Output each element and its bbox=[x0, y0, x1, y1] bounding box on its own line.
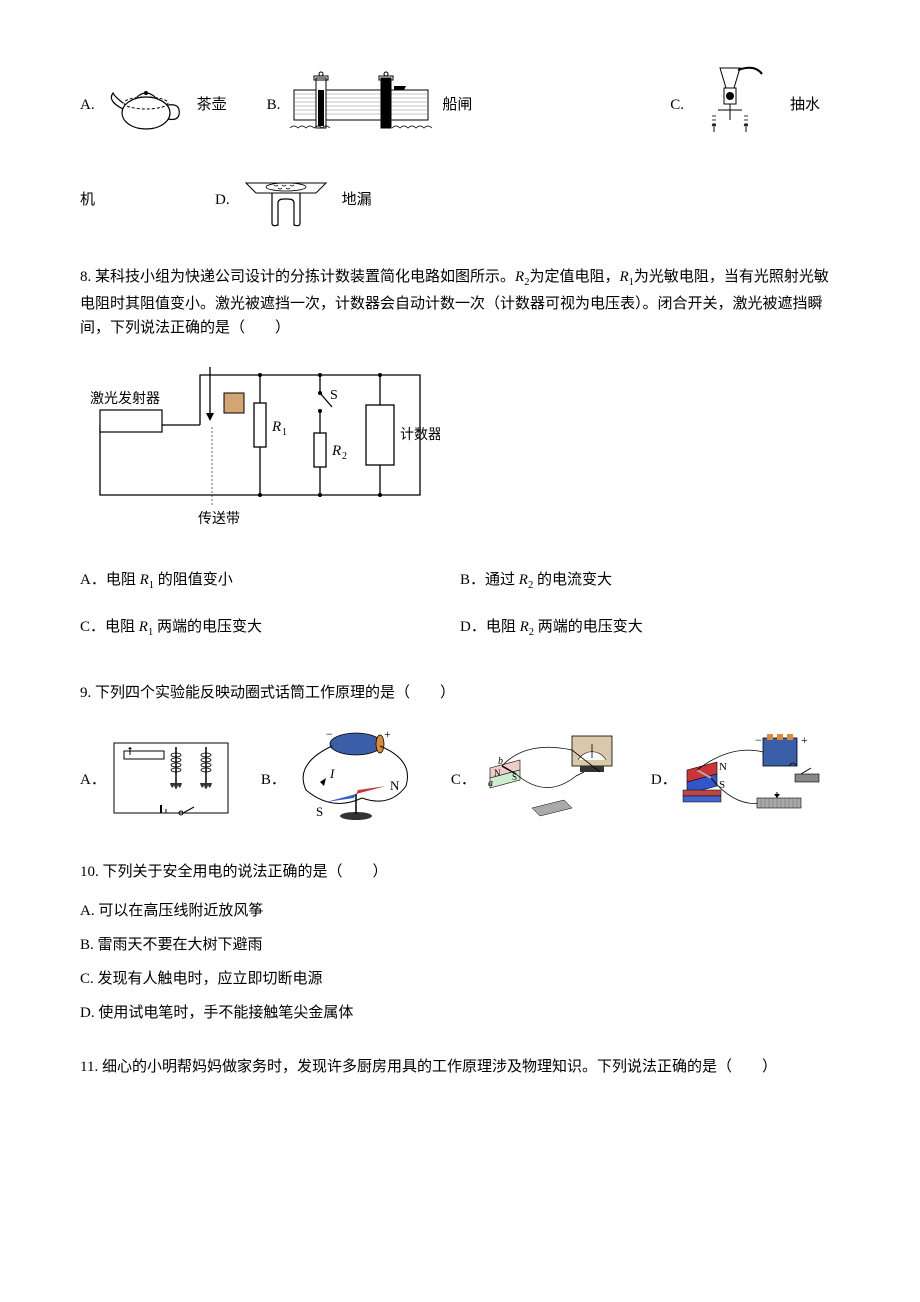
svg-text:S: S bbox=[316, 804, 323, 819]
motor-force-icon: + − N S bbox=[677, 730, 827, 830]
q9-stem: 9. 下列四个实验能反映动圈式话筒工作原理的是（ ） bbox=[80, 681, 840, 705]
drain-icon bbox=[236, 165, 336, 235]
opt-c-label: 抽水 bbox=[790, 93, 820, 117]
opt-c-label-cont: 机 bbox=[80, 188, 95, 212]
q10-text: 下列关于安全用电的说法正确的是（ ） bbox=[103, 864, 388, 880]
q8-opts-row2: C．电阻 R1 两端的电压变大 D．电阻 R2 两端的电压变大 bbox=[80, 605, 840, 652]
q10-opt-b: B. 雷雨天不要在大树下避雨 bbox=[80, 933, 840, 957]
svg-text:R: R bbox=[271, 419, 281, 435]
svg-text:1: 1 bbox=[282, 427, 287, 438]
opt-c: C. 抽水 bbox=[670, 60, 820, 150]
q9-opt-a: A． bbox=[80, 735, 236, 825]
q10-opt-c: C. 发现有人触电时，应立即切断电源 bbox=[80, 967, 840, 991]
electromagnet-icon bbox=[106, 735, 236, 825]
q7-options-row2: 机 D. 地漏 bbox=[80, 165, 840, 235]
q10-stem: 10. 下列关于安全用电的说法正确的是（ ） bbox=[80, 860, 840, 884]
opt-a-label: 茶壶 bbox=[197, 93, 227, 117]
svg-text:N: N bbox=[719, 761, 727, 773]
q11-text: 细心的小明帮妈妈做家务时，发现许多厨房用具的工作原理涉及物理知识。下列说法正确的… bbox=[102, 1059, 777, 1075]
svg-text:2: 2 bbox=[342, 451, 347, 462]
opt-a-letter: A. bbox=[80, 93, 95, 117]
q9-opt-d: D． + − N S bbox=[651, 730, 827, 830]
svg-text:N: N bbox=[390, 778, 400, 793]
teapot-icon bbox=[101, 75, 191, 135]
q9-number: 9. bbox=[80, 685, 91, 701]
q7-options-row1: A. 茶壶 B. bbox=[80, 60, 840, 150]
svg-text:S: S bbox=[330, 388, 338, 403]
svg-text:I: I bbox=[329, 766, 335, 781]
q10-opt-d: D. 使用试电笔时，手不能接触笔尖金属体 bbox=[80, 1001, 840, 1025]
svg-text:+: + bbox=[801, 733, 808, 747]
q8-number: 8. bbox=[80, 269, 91, 285]
q8-opts-row1: A．电阻 R1 的阻值变小 B．通过 R2 的电流变大 bbox=[80, 558, 840, 605]
opt-b: B. 船闸 bbox=[267, 70, 473, 140]
q10-number: 10. bbox=[80, 864, 99, 880]
opt-c-letter: C. bbox=[670, 93, 684, 117]
opt-d-letter: D. bbox=[215, 188, 230, 212]
belt-label: 传送带 bbox=[198, 511, 240, 527]
q9-options: A． bbox=[80, 730, 840, 830]
q8-stem: 8. 某科技小组为快递公司设计的分拣计数装置简化电路如图所示。R2为定值电阻，R… bbox=[80, 265, 840, 340]
q8-opt-b: B．通过 R2 的电流变大 bbox=[460, 568, 840, 595]
svg-text:R: R bbox=[331, 443, 341, 459]
q8-text1: 某科技小组为快递公司设计的分拣计数装置简化电路如图所示。 bbox=[95, 269, 515, 285]
opt-b-label: 船闸 bbox=[442, 93, 472, 117]
svg-text:−: − bbox=[755, 733, 762, 747]
opt-b-letter: B. bbox=[267, 93, 281, 117]
opt-d-label: 地漏 bbox=[342, 188, 372, 212]
q11-number: 11. bbox=[80, 1059, 98, 1075]
q8-circuit: 激光发射器 传送带 R 1 S R 2 计数器 bbox=[80, 355, 840, 543]
q8-opt-c: C．电阻 R1 两端的电压变大 bbox=[80, 615, 460, 642]
svg-text:a: a bbox=[488, 778, 493, 789]
q8-opt-d: D．电阻 R2 两端的电压变大 bbox=[460, 615, 840, 642]
q9-opt-c: C． N S b a bbox=[451, 730, 626, 830]
q9-opt-b: B． − + I N S bbox=[261, 730, 426, 830]
q8-opt-a: A．电阻 R1 的阻值变小 bbox=[80, 568, 460, 595]
q8-text2: 为定值电阻， bbox=[529, 269, 619, 285]
q10-opt-a: A. 可以在高压线附近放风筝 bbox=[80, 899, 840, 923]
laser-label: 激光发射器 bbox=[90, 390, 160, 407]
opt-d: D. 地漏 bbox=[215, 165, 372, 235]
svg-text:−: − bbox=[326, 730, 333, 741]
q9-text: 下列四个实验能反映动圈式话筒工作原理的是（ ） bbox=[95, 685, 455, 701]
counter-label: 计数器 bbox=[400, 427, 440, 443]
svg-text:+: + bbox=[384, 730, 391, 741]
lock-icon bbox=[286, 70, 436, 140]
opt-a: A. 茶壶 bbox=[80, 75, 227, 135]
pump-icon bbox=[690, 60, 770, 150]
q11-stem: 11. 细心的小明帮妈妈做家务时，发现许多厨房用具的工作原理涉及物理知识。下列说… bbox=[80, 1055, 840, 1079]
induction-icon: N S b a bbox=[476, 730, 626, 830]
svg-text:N: N bbox=[494, 768, 501, 778]
oersted-icon: − + I N S bbox=[286, 730, 426, 830]
